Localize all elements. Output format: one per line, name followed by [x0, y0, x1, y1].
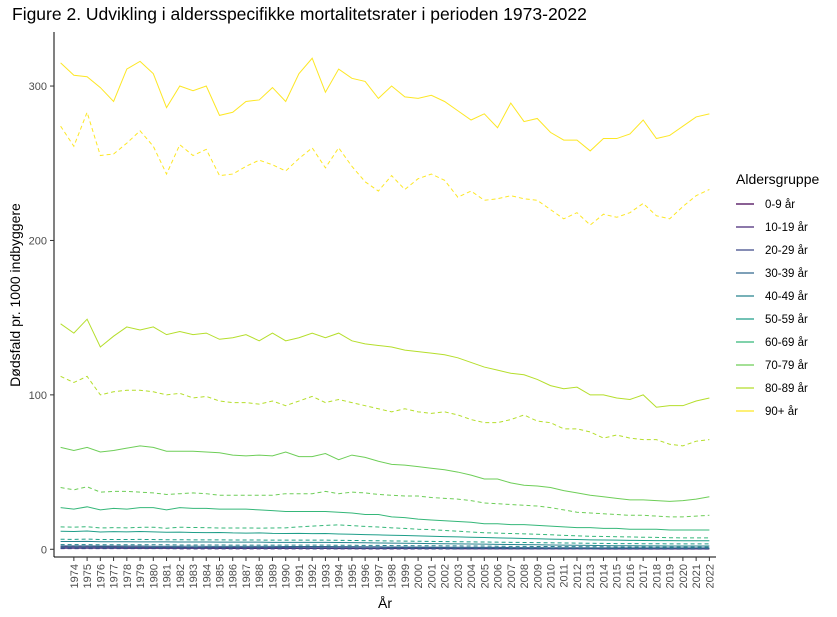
x-tick-label: 2005: [479, 564, 491, 588]
x-tick-label: 1993: [320, 564, 332, 588]
x-tick-label: 1981: [162, 564, 174, 588]
x-tick-label: 1989: [267, 564, 279, 588]
series-line-40-49-r-solid: [60, 540, 710, 547]
x-tick-label: 2016: [625, 564, 637, 588]
series-line-50-59-r-dashed: [60, 538, 710, 545]
legend-label: 70-79 år: [765, 360, 808, 372]
x-tick-label: 2015: [612, 564, 624, 588]
x-tick-label: 2010: [546, 564, 558, 588]
x-tick-label: 2003: [453, 564, 465, 588]
x-tick-label: 1996: [360, 564, 372, 588]
x-tick-label: 2004: [466, 564, 478, 588]
x-tick-label: 1983: [188, 564, 200, 588]
x-axis-title: År: [378, 595, 392, 611]
legend-label: 10-19 år: [765, 222, 808, 234]
y-tick-label: 0: [41, 544, 47, 556]
series-line-30-39-r-dashed: [60, 546, 710, 550]
legend-label: 90+ år: [765, 406, 798, 418]
y-tick-label: 100: [29, 390, 47, 402]
y-axis-title: Dødsfald pr. 1000 indbyggere: [7, 203, 23, 387]
x-tick-label: 1978: [122, 564, 134, 588]
x-tick-label: 1982: [175, 564, 187, 588]
y-tick-label: 200: [29, 235, 47, 247]
chart-title: Figure 2. Udvikling i aldersspecifikke m…: [12, 4, 587, 24]
legend-label: 40-49 år: [765, 291, 808, 303]
x-tick-label: 1997: [373, 564, 385, 588]
x-tick-label: 2006: [493, 564, 505, 588]
legend-label: 80-89 år: [765, 383, 808, 395]
x-tick-label: 2000: [413, 564, 425, 588]
x-tick-label: 1988: [254, 564, 266, 588]
x-tick-label: 2013: [585, 564, 597, 588]
legend-label: 30-39 år: [765, 268, 808, 280]
legend-label: 60-69 år: [765, 337, 808, 349]
x-tick-label: 1992: [307, 564, 319, 588]
series-line-70-79-r-dashed: [60, 486, 710, 518]
x-tick-label: 1986: [228, 564, 240, 588]
x-tick-label: 2009: [532, 564, 544, 588]
x-tick-label: 2008: [519, 564, 531, 588]
series-layer: [60, 57, 710, 550]
x-tick-label: 1985: [215, 564, 227, 588]
series-line-70-79-r-solid: [60, 445, 710, 502]
x-tick-label: 2001: [426, 564, 438, 588]
legend-label: 20-29 år: [765, 245, 808, 257]
x-tick-label: 1994: [334, 564, 346, 588]
x-tick-label: 1987: [241, 564, 253, 588]
x-tick-label: 2007: [506, 564, 518, 588]
x-tick-label: 1998: [387, 564, 399, 588]
x-tick-label: 1984: [201, 564, 213, 588]
series-line-80-89-r-dashed: [60, 375, 710, 447]
x-tick-label: 1999: [400, 564, 412, 588]
x-tick-label: 2011: [559, 564, 571, 588]
x-tick-label: 2021: [691, 564, 703, 588]
legend-title: Aldersgruppe: [736, 171, 819, 187]
x-tick-label: 1979: [135, 564, 147, 588]
x-tick-label: 1976: [95, 564, 107, 588]
x-tick-label: 1991: [294, 564, 306, 588]
x-tick-label: 1980: [148, 564, 160, 588]
x-tick-label: 1974: [69, 564, 81, 588]
x-tick-label: 1990: [281, 564, 293, 588]
x-tick-label: 2020: [678, 564, 690, 588]
y-ticks: 0 100 200 300: [29, 81, 54, 556]
series-line-60-69-r-dashed: [60, 524, 710, 539]
x-tick-label: 2014: [598, 564, 610, 588]
x-tick-label: 2002: [440, 564, 452, 588]
legend: 0-9 år 10-19 år 20-29 år 30-39 år 40-49 år 50…: [736, 199, 808, 418]
legend-label: 50-59 år: [765, 314, 808, 326]
x-tick-label: 2018: [651, 564, 663, 588]
x-tick-label: 2019: [665, 564, 677, 588]
x-tick-label: 2017: [638, 564, 650, 588]
series-line-60-69-r-solid: [60, 506, 710, 531]
series-line-30-39-r-solid: [60, 545, 710, 549]
x-tick-label: 1977: [109, 564, 121, 588]
y-tick-label: 300: [29, 81, 47, 93]
x-ticks: 1974 1975 1976 1977 1978 1979 1980 1981 1982 1983…: [69, 557, 716, 588]
series-line-90+-r-solid: [60, 57, 710, 152]
x-tick-label: 2012: [572, 564, 584, 588]
legend-label: 0-9 år: [765, 199, 795, 211]
x-tick-label: 2022: [704, 564, 716, 588]
x-tick-label: 1975: [82, 564, 94, 588]
series-line-90+-r-dashed: [60, 110, 710, 226]
series-line-50-59-r-solid: [60, 530, 710, 542]
x-tick-label: 1995: [347, 564, 359, 588]
series-line-80-89-r-solid: [60, 318, 710, 408]
series-line-40-49-r-dashed: [60, 544, 710, 548]
